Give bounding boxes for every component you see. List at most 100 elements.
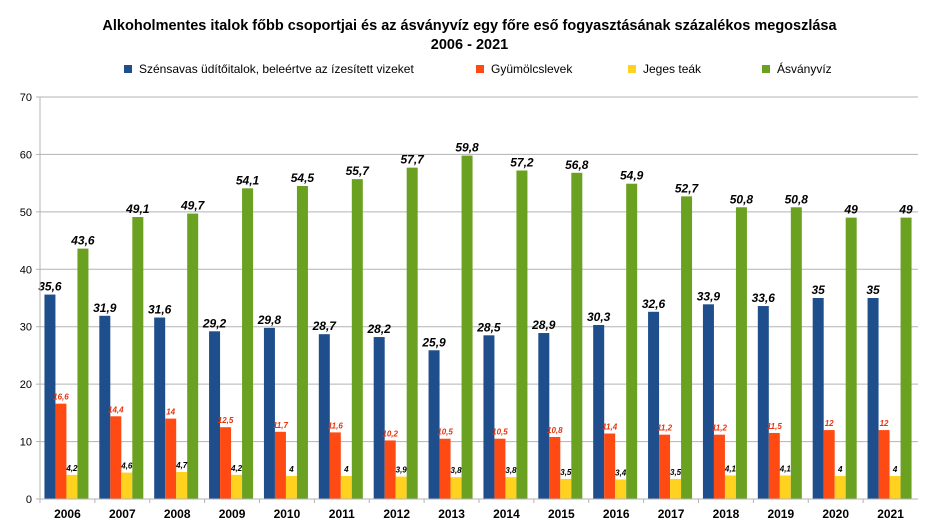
data-label-mineral-water-2010: 54,5 <box>291 171 315 185</box>
bar-mineral-water-2021 <box>900 217 912 499</box>
bar-mineral-water-2008 <box>187 213 199 499</box>
bar-carbonated-2016 <box>593 324 605 499</box>
x-tick-label-2007: 2007 <box>109 507 136 521</box>
data-label-iced-teas-2018: 4,1 <box>724 464 737 473</box>
chart-title: Alkoholmentes italok főbb csoportjai és … <box>102 18 837 34</box>
data-label-mineral-water-2019: 50,8 <box>785 192 809 206</box>
data-label-juices-2021: 12 <box>880 419 889 428</box>
legend-swatch-iced-teas <box>628 65 636 73</box>
bar-mineral-water-2018 <box>735 207 747 499</box>
bar-mineral-water-2010 <box>296 186 308 499</box>
bar-mineral-water-2017 <box>681 196 693 499</box>
chart-legend: Szénsavas üdítőitalok, beleértve az ízes… <box>0 62 939 78</box>
data-label-juices-2013: 10,5 <box>437 428 453 437</box>
data-label-mineral-water-2020: 49 <box>844 203 859 217</box>
data-label-mineral-water-2009: 54,1 <box>236 173 260 187</box>
legend-swatch-carbonated <box>124 65 132 73</box>
bar-carbonated-2015 <box>538 333 550 499</box>
y-tick-label-20: 20 <box>20 379 32 391</box>
data-label-iced-teas-2012: 3,9 <box>396 466 408 475</box>
y-tick-label-60: 60 <box>20 149 32 161</box>
data-label-iced-teas-2007: 4,6 <box>120 462 133 471</box>
data-label-iced-teas-2011: 4 <box>343 465 349 474</box>
data-label-carbonated-2018: 33,9 <box>697 289 721 303</box>
legend-item-carbonated: Szénsavas üdítőitalok, beleértve az ízes… <box>124 62 414 76</box>
data-label-juices-2020: 12 <box>825 419 834 428</box>
data-label-iced-teas-2016: 3,4 <box>615 468 627 477</box>
bar-carbonated-2007 <box>99 315 111 499</box>
data-label-juices-2011: 11,6 <box>328 421 344 430</box>
data-label-juices-2010: 11,7 <box>273 421 289 430</box>
legend-label-iced-teas: Jeges teák <box>643 62 702 76</box>
data-label-juices-2018: 11,2 <box>712 424 728 433</box>
x-tick-label-2017: 2017 <box>658 507 685 521</box>
bar-juices-2008 <box>165 418 177 499</box>
legend-swatch-juices <box>476 65 484 73</box>
bar-juices-2010 <box>274 431 286 499</box>
data-label-mineral-water-2015: 56,8 <box>565 158 589 172</box>
data-label-carbonated-2011: 28,7 <box>312 319 338 333</box>
bar-juices-2020 <box>823 430 835 499</box>
legend-item-juices: Gyümölcslevek <box>476 62 572 76</box>
bar-carbonated-2017 <box>648 311 660 499</box>
bar-iced-teas-2011 <box>340 476 352 499</box>
bar-carbonated-2018 <box>702 304 714 499</box>
data-label-iced-teas-2015: 3,5 <box>560 468 572 477</box>
data-label-carbonated-2017: 32,6 <box>642 297 666 311</box>
data-label-juices-2009: 12,5 <box>218 416 234 425</box>
data-label-iced-teas-2008: 4,7 <box>175 461 188 470</box>
data-label-carbonated-2012: 28,2 <box>367 322 392 336</box>
chart-subtitle: 2006 - 2021 <box>430 37 509 53</box>
data-label-mineral-water-2021: 49 <box>898 203 913 217</box>
bar-iced-teas-2006 <box>66 474 78 499</box>
data-label-iced-teas-2021: 4 <box>892 465 898 474</box>
bar-mineral-water-2012 <box>406 167 418 499</box>
y-tick-label-70: 70 <box>20 92 32 104</box>
bar-mineral-water-2015 <box>571 172 583 499</box>
bar-mineral-water-2013 <box>461 155 473 499</box>
data-label-mineral-water-2014: 57,2 <box>510 156 534 170</box>
x-tick-label-2012: 2012 <box>383 507 410 521</box>
x-tick-label-2006: 2006 <box>54 507 81 521</box>
bar-iced-teas-2021 <box>889 476 901 499</box>
x-tick-label-2011: 2011 <box>329 507 355 521</box>
y-tick-label-40: 40 <box>20 264 32 276</box>
legend-label-mineral-water: Ásványvíz <box>777 62 832 76</box>
bar-iced-teas-2012 <box>395 476 407 499</box>
bar-juices-2019 <box>768 432 780 499</box>
x-tick-label-2018: 2018 <box>713 507 740 521</box>
bar-mineral-water-2007 <box>132 217 144 500</box>
bar-iced-teas-2015 <box>560 478 572 499</box>
data-label-mineral-water-2011: 55,7 <box>346 164 371 178</box>
bar-mineral-water-2011 <box>351 179 363 499</box>
legend-item-iced-teas: Jeges teák <box>628 62 701 76</box>
data-label-mineral-water-2006: 43,6 <box>70 234 95 248</box>
bar-juices-2021 <box>878 430 890 499</box>
data-label-carbonated-2010: 29,8 <box>257 313 282 327</box>
bar-carbonated-2021 <box>867 298 879 499</box>
bar-juices-2007 <box>110 416 122 499</box>
data-label-carbonated-2007: 31,9 <box>93 301 117 315</box>
legend-label-carbonated: Szénsavas üdítőitalok, beleértve az ízes… <box>139 62 414 76</box>
data-label-carbonated-2019: 33,6 <box>752 291 776 305</box>
bar-iced-teas-2007 <box>121 472 133 499</box>
data-label-iced-teas-2019: 4,1 <box>779 464 792 473</box>
x-tick-label-2019: 2019 <box>767 507 794 521</box>
bar-iced-teas-2013 <box>450 477 462 499</box>
bar-carbonated-2012 <box>373 337 385 499</box>
bar-carbonated-2006 <box>44 294 56 499</box>
data-label-juices-2017: 11,2 <box>657 424 673 433</box>
bar-juices-2011 <box>329 432 341 499</box>
data-label-carbonated-2016: 30,3 <box>587 310 611 324</box>
data-label-juices-2006: 16,6 <box>53 393 69 402</box>
data-label-iced-teas-2014: 3,8 <box>505 466 517 475</box>
bar-mineral-water-2014 <box>516 170 528 499</box>
data-label-carbonated-2006: 35,6 <box>38 280 62 294</box>
x-tick-label-2020: 2020 <box>822 507 849 521</box>
bar-mineral-water-2016 <box>626 183 638 499</box>
legend-item-mineral-water: Ásványvíz <box>762 62 832 76</box>
data-label-mineral-water-2012: 57,7 <box>401 153 426 167</box>
data-label-mineral-water-2016: 54,9 <box>620 169 644 183</box>
data-label-iced-teas-2013: 3,8 <box>451 466 463 475</box>
